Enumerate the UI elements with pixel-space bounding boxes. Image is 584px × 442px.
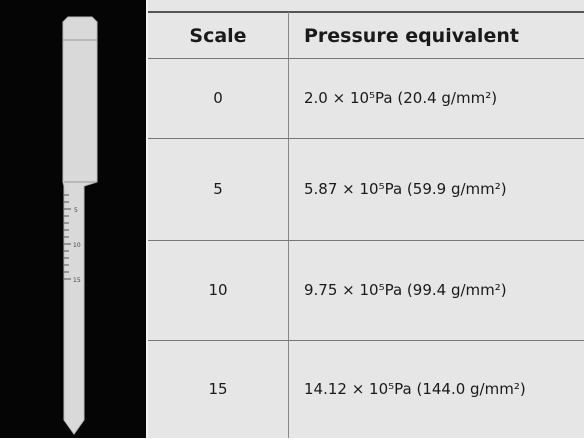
table-cell: 14.12 × 10⁵Pa (144.0 g/mm²) [304, 340, 526, 438]
gauge-label: 10 [73, 242, 81, 249]
gauge-label: 15 [73, 277, 81, 284]
gauge-label: 5 [74, 207, 78, 214]
table-cell: 5 [148, 138, 288, 240]
table-cell: 2.0 × 10⁵Pa (20.4 g/mm²) [304, 58, 497, 138]
gauge-body [63, 17, 97, 434]
header-cell: Pressure equivalent [304, 13, 519, 58]
gauge-drawing: 5 10 15 [0, 0, 146, 438]
table-cell: 10 [148, 240, 288, 340]
table-cell: 0 [148, 58, 288, 138]
header-cell: Scale [148, 13, 288, 58]
column-divider [288, 12, 289, 438]
page: 5 10 15 Scale Pressure equivalent 02.0 × 1… [0, 0, 584, 438]
table-cell: 15 [148, 340, 288, 438]
gauge-photo: 5 10 15 [0, 0, 146, 438]
table-cell: 9.75 × 10⁵Pa (99.4 g/mm²) [304, 240, 507, 340]
table-cell: 5.87 × 10⁵Pa (59.9 g/mm²) [304, 138, 507, 240]
